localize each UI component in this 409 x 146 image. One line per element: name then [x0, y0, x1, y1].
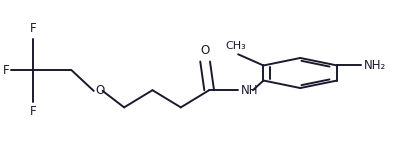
Text: O: O [200, 44, 210, 57]
Text: O: O [96, 84, 105, 97]
Text: NH₂: NH₂ [364, 59, 386, 72]
Text: F: F [30, 105, 36, 118]
Text: CH₃: CH₃ [226, 41, 247, 51]
Text: NH: NH [241, 84, 258, 97]
Text: F: F [30, 22, 36, 35]
Text: F: F [3, 64, 9, 77]
